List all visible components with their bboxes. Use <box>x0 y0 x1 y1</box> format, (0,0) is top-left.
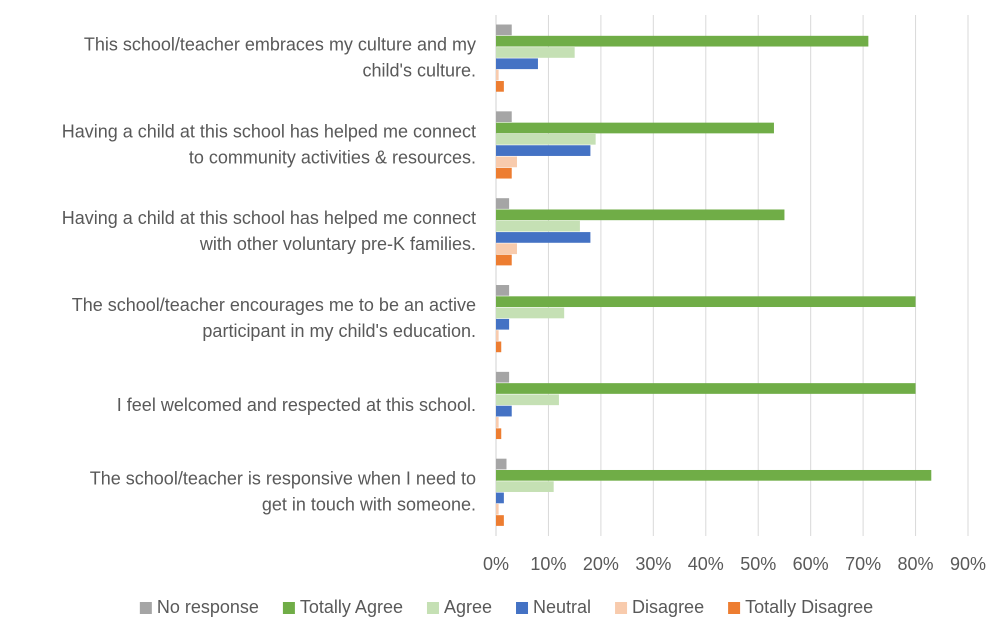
bar-no-response-5 <box>496 371 510 383</box>
legend-label: Disagree <box>632 597 704 617</box>
legend-item-agree: Agree <box>426 597 492 617</box>
category-label-line: I feel welcomed and respected at this sc… <box>117 395 476 415</box>
bar-totally-agree-4 <box>496 296 916 308</box>
bar-totally-agree-6 <box>496 469 932 481</box>
bar-no-response-3 <box>496 198 510 209</box>
bar-neutral-5 <box>496 405 512 417</box>
legend-swatch <box>728 602 741 614</box>
bar-agree-1 <box>496 47 575 58</box>
bar-disagree-5 <box>496 417 499 428</box>
bar-totally-agree-2 <box>496 122 774 134</box>
x-tick-labels: 0% 10% 20% 30% 40% 50% 60% 70% 80% 90% <box>483 554 986 574</box>
bar-disagree-1 <box>496 69 499 81</box>
bar-disagree-6 <box>496 503 499 515</box>
legend-item-disagree: Disagree <box>615 597 704 617</box>
bar-totally-disagree-3 <box>496 254 512 266</box>
bar-neutral-3 <box>496 232 591 243</box>
bar-totally-disagree-6 <box>496 515 504 526</box>
legend: No response Totally Agree Agree Neutral Disa… <box>139 597 873 617</box>
legend-item-totally-agree: Totally Agree <box>282 597 403 617</box>
legend-swatch <box>516 602 529 614</box>
category-label-1: This school/teacher embraces my culture … <box>84 34 476 80</box>
bar-disagree-4 <box>496 330 499 341</box>
legend-swatch <box>615 602 628 614</box>
bar-neutral-2 <box>496 145 591 156</box>
gridlines <box>495 15 969 536</box>
x-tick-label: 80% <box>898 554 934 574</box>
bar-neutral-4 <box>496 318 510 330</box>
category-label-line: participant in my child's education. <box>202 321 476 341</box>
bar-disagree-2 <box>496 156 517 168</box>
bar-totally-disagree-2 <box>496 167 512 179</box>
x-tick-label: 20% <box>583 554 619 574</box>
legend-swatch <box>139 602 152 614</box>
legend-item-neutral: Neutral <box>516 597 591 617</box>
legend-label: No response <box>157 597 259 617</box>
x-tick-label: 40% <box>688 554 724 574</box>
bar-neutral-6 <box>496 492 504 504</box>
x-tick-label: 50% <box>740 554 776 574</box>
bar-totally-agree-5 <box>496 383 916 394</box>
x-tick-label: 60% <box>793 554 829 574</box>
bar-group-1 <box>496 24 869 92</box>
bar-group-4 <box>496 285 916 353</box>
x-tick-label: 10% <box>530 554 566 574</box>
bar-agree-5 <box>496 394 559 406</box>
bar-group-6 <box>496 458 932 526</box>
x-tick-label: 90% <box>950 554 986 574</box>
legend-swatch <box>426 602 439 614</box>
bar-totally-agree-1 <box>496 35 869 47</box>
bar-agree-4 <box>496 307 565 319</box>
x-tick-label: 30% <box>635 554 671 574</box>
bar-disagree-3 <box>496 243 517 255</box>
legend-item-totally-disagree: Totally Disagree <box>728 597 873 617</box>
category-label-line: Having a child at this school has helped… <box>62 208 476 228</box>
category-label-6: The school/teacher is responsive when I … <box>90 468 476 514</box>
bar-totally-disagree-4 <box>496 341 502 353</box>
category-label-line: The school/teacher is responsive when I … <box>90 468 476 488</box>
category-label-line: to community activities & resources. <box>189 147 476 167</box>
x-tick-label: 70% <box>845 554 881 574</box>
bar-totally-disagree-1 <box>496 81 504 92</box>
legend-item-no-response: No response <box>139 597 259 617</box>
bar-totally-disagree-5 <box>496 428 502 440</box>
category-label-line: with other voluntary pre-K families. <box>199 234 476 254</box>
bar-group-5 <box>496 371 916 440</box>
legend-swatch <box>282 602 295 614</box>
category-label-line: This school/teacher embraces my culture … <box>84 34 476 54</box>
bar-neutral-1 <box>496 58 538 70</box>
legend-label: Neutral <box>533 597 591 617</box>
category-label-3: Having a child at this school has helped… <box>62 208 476 254</box>
category-label-2: Having a child at this school has helped… <box>62 121 476 167</box>
category-label-line: The school/teacher encourages me to be a… <box>72 295 476 315</box>
bar-agree-2 <box>496 133 596 145</box>
bar-group-2 <box>496 111 774 179</box>
bar-totally-agree-3 <box>496 209 785 221</box>
category-label-line: get in touch with someone. <box>262 494 476 514</box>
category-labels: This school/teacher embraces my culture … <box>62 34 476 514</box>
bar-no-response-2 <box>496 111 512 123</box>
category-label-4: The school/teacher encourages me to be a… <box>72 295 476 341</box>
legend-label: Agree <box>444 597 492 617</box>
bar-agree-3 <box>496 220 580 232</box>
bar-no-response-4 <box>496 285 510 296</box>
legend-label: Totally Agree <box>300 597 403 617</box>
bar-no-response-6 <box>496 458 507 470</box>
bar-agree-6 <box>496 481 554 492</box>
category-label-line: Having a child at this school has helped… <box>62 121 476 141</box>
legend-label: Totally Disagree <box>745 597 873 617</box>
bar-no-response-1 <box>496 24 512 36</box>
bars <box>496 24 932 526</box>
category-label-line: child's culture. <box>363 60 476 80</box>
category-label-5: I feel welcomed and respected at this sc… <box>117 395 476 415</box>
x-tick-label: 0% <box>483 554 509 574</box>
bar-group-3 <box>496 198 785 266</box>
